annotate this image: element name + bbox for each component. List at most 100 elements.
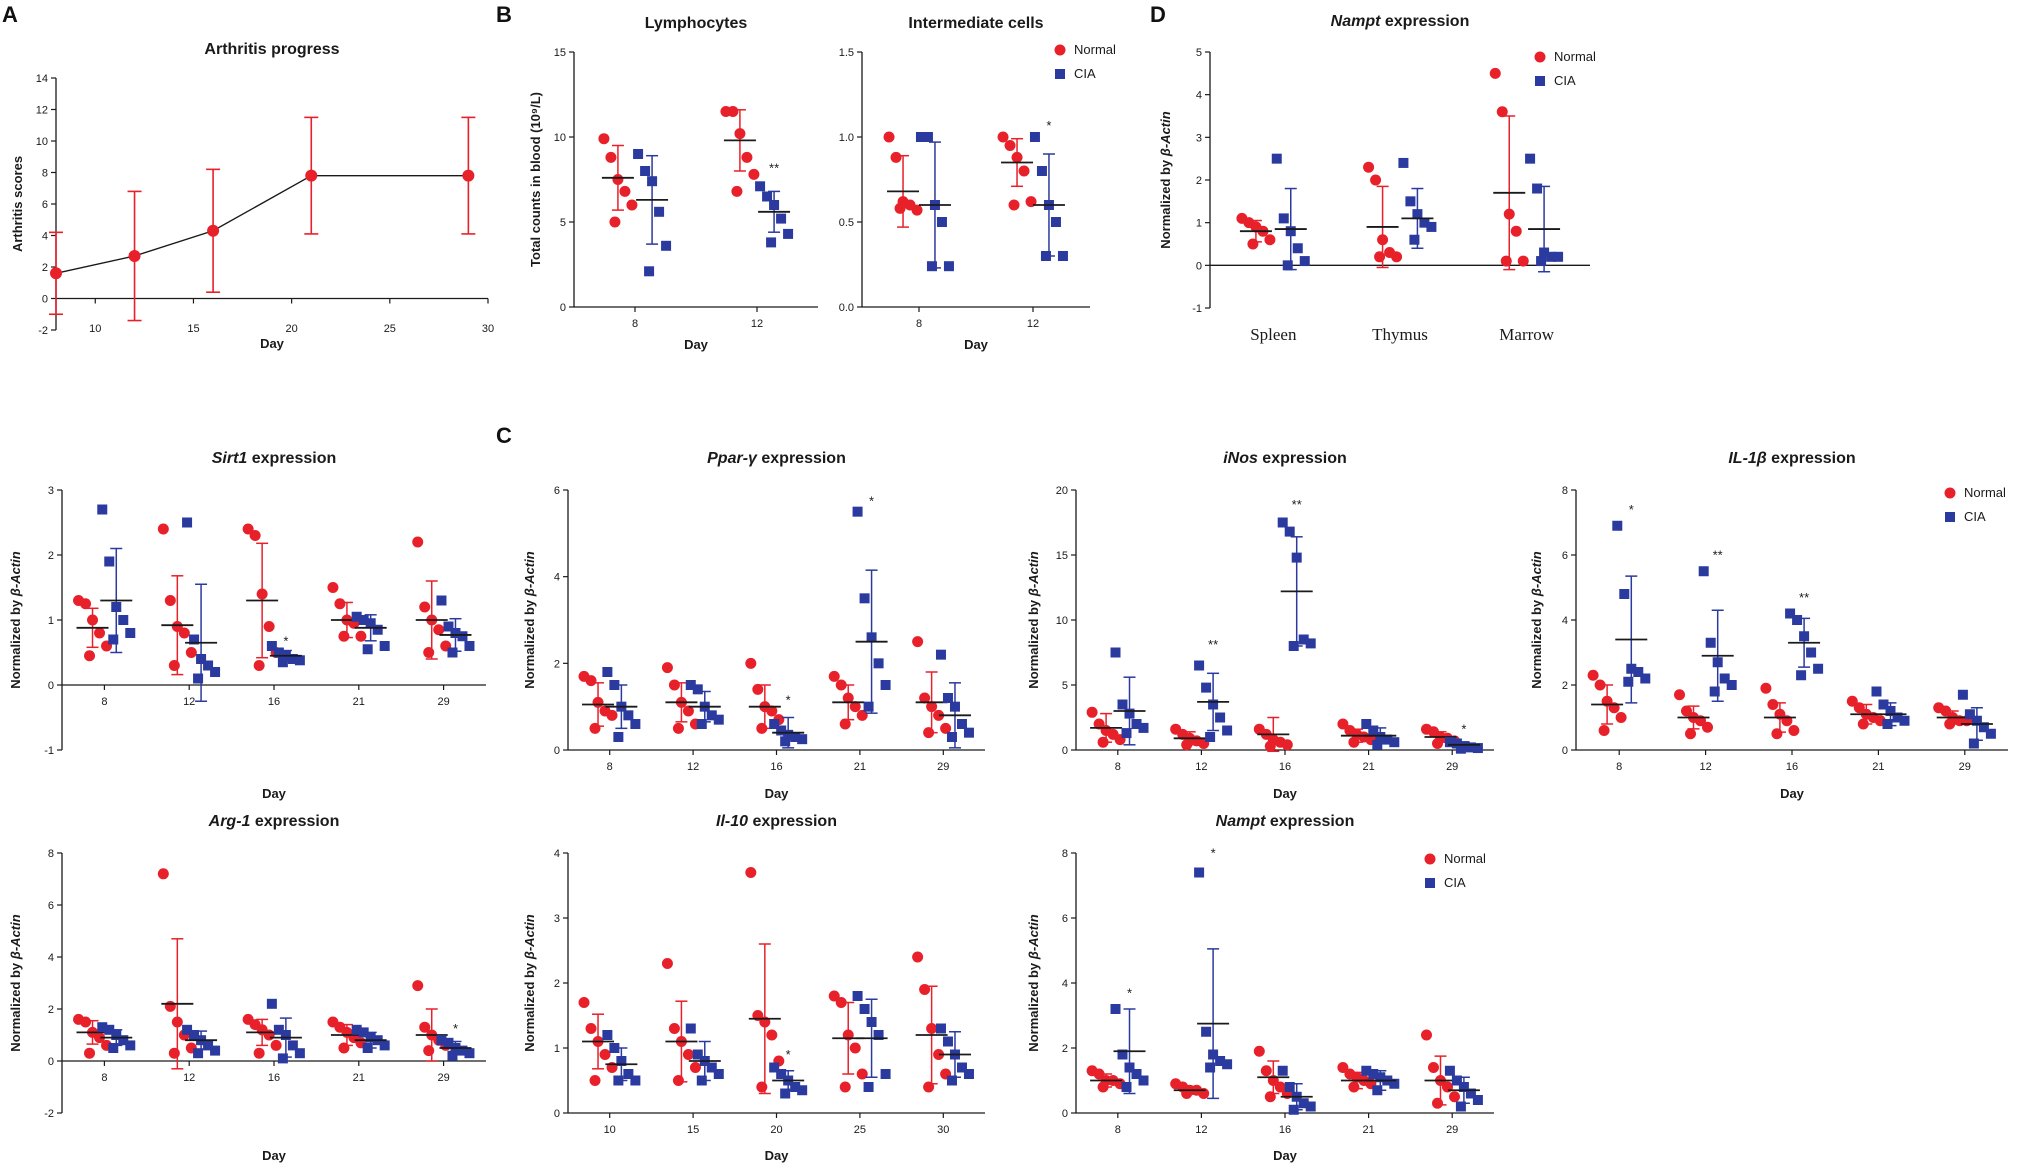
cia-point xyxy=(1806,647,1817,658)
cia-point xyxy=(926,261,937,272)
y-tick-label: 20 xyxy=(1056,485,1068,497)
normal-point xyxy=(612,174,624,185)
cia-point xyxy=(1375,732,1386,742)
x-tick-label: 8 xyxy=(1115,1124,1121,1136)
normal-point xyxy=(1489,67,1501,79)
normal-point xyxy=(748,168,760,180)
normal-point xyxy=(682,1049,694,1060)
normal-point xyxy=(1857,718,1869,730)
y-tick-label: 4 xyxy=(42,231,48,243)
y-tick-label: 1.0 xyxy=(839,132,854,144)
normal-point xyxy=(842,692,854,704)
series-line xyxy=(55,174,469,274)
chart-title: Nampt expression xyxy=(1216,813,1355,830)
x-tick-label: 12 xyxy=(183,1072,195,1084)
cia-point xyxy=(1899,715,1910,726)
normal-point xyxy=(926,701,938,713)
cia-point xyxy=(1472,743,1483,754)
cia-point xyxy=(1222,1059,1233,1070)
normal-point xyxy=(912,636,924,648)
cia-point xyxy=(1978,722,1989,733)
cia-point xyxy=(125,628,136,638)
normal-point xyxy=(164,1000,176,1012)
x-tick-label: 12 xyxy=(1699,761,1711,773)
x-axis-label: Day xyxy=(262,786,287,801)
cia-point xyxy=(1472,1095,1483,1105)
normal-point xyxy=(1853,702,1865,714)
normal-point xyxy=(856,709,868,721)
y-tick-label: 15 xyxy=(1056,550,1068,562)
x-axis-label: Day xyxy=(1780,786,1805,801)
x-axis-label: Day xyxy=(964,337,989,352)
cia-point xyxy=(97,504,108,515)
panel-letter-c: C xyxy=(496,423,512,448)
cia-point xyxy=(1131,1069,1142,1079)
cia-point xyxy=(633,149,644,159)
normal-point xyxy=(1674,689,1686,701)
cia-point xyxy=(104,556,115,567)
arthritis-chart: -2 0 2 4 6 8 10 12 14 10 15 20 25 30 Arthritis progres… xyxy=(10,41,494,351)
normal-point xyxy=(923,727,935,739)
normal-point xyxy=(1247,238,1259,250)
chart-title-text: expression xyxy=(1767,450,1856,467)
normal-point xyxy=(756,1081,768,1093)
chart-title: Arg-1 expression xyxy=(208,813,340,830)
chart-title-text: expression xyxy=(1265,813,1354,830)
normal-point xyxy=(168,1047,180,1059)
y-axis-label: Normalized by β-Actin xyxy=(1158,111,1173,248)
chart-title: iNos expression xyxy=(1223,450,1347,467)
cia-point xyxy=(1444,1065,1455,1076)
cia-point xyxy=(783,729,794,740)
cia-point xyxy=(203,660,214,671)
normal-point xyxy=(745,867,757,878)
y-tick-label: 3 xyxy=(1196,132,1202,144)
legend-cia-label: CIA xyxy=(1444,875,1466,890)
cia-point xyxy=(1222,725,1233,736)
chart-title-gene: Nampt xyxy=(1216,813,1266,830)
cia-point xyxy=(1539,247,1550,258)
cia-point xyxy=(946,1075,957,1086)
cia-point xyxy=(943,261,954,272)
normal-point xyxy=(242,523,254,535)
cia-point xyxy=(1050,217,1061,227)
cia-point xyxy=(1712,657,1723,668)
cia-point xyxy=(1124,708,1135,719)
y-axis-label: Normalized by β-Actin xyxy=(8,914,23,1051)
x-tick-label: 16 xyxy=(268,1072,280,1084)
x-tick-label: 8 xyxy=(1115,761,1121,773)
x-tick-label: 8 xyxy=(1616,761,1622,773)
x-axis-label: Day xyxy=(765,786,790,801)
cia-point xyxy=(1288,1104,1299,1115)
normal-point xyxy=(609,216,621,228)
normal-point xyxy=(911,204,923,216)
normal-point xyxy=(419,601,431,613)
legend-cia-label: CIA xyxy=(1964,509,1986,524)
cia-point xyxy=(949,701,960,712)
y-tick-label: 4 xyxy=(1196,90,1202,102)
normal-point xyxy=(1771,728,1783,740)
chart-title-text: expression xyxy=(757,450,846,467)
cia-point xyxy=(1553,251,1564,262)
cia-point xyxy=(696,719,707,729)
y-tick-label: 0 xyxy=(1062,745,1068,757)
normal-point xyxy=(1702,721,1714,733)
y-tick-label: 4 xyxy=(554,848,560,860)
cia-point xyxy=(273,1024,284,1035)
cia-point xyxy=(859,1004,870,1014)
normal-point xyxy=(661,958,673,969)
cia-point xyxy=(1277,517,1288,528)
x-tick-label: 16 xyxy=(1279,1124,1291,1136)
significance-star: ** xyxy=(1208,637,1218,652)
cia-point xyxy=(1885,706,1896,716)
chart-title-text: expression xyxy=(1258,450,1347,467)
y-tick-label: 15 xyxy=(554,47,566,59)
cia-point xyxy=(783,228,794,239)
chart-title: Il-10 expression xyxy=(716,813,837,830)
cia-point xyxy=(1110,1004,1121,1014)
cia-point xyxy=(1405,196,1416,207)
y-axis-label-text: Normalized by xyxy=(8,596,23,688)
normal-point xyxy=(1424,853,1436,865)
cia-point xyxy=(1305,638,1316,649)
panel-letter-d: D xyxy=(1150,2,1166,27)
normal-point xyxy=(919,984,931,995)
